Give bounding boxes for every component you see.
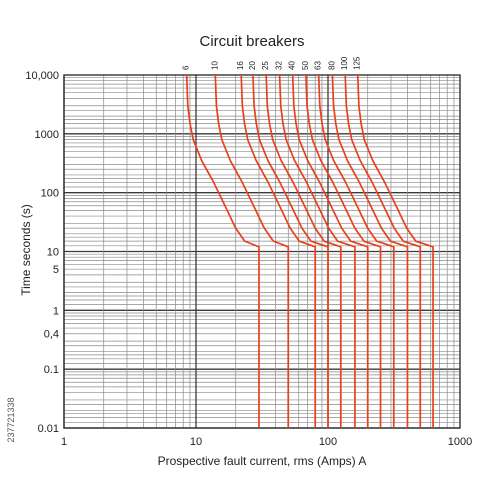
rating-label-40: 40 <box>288 61 297 70</box>
curve-40 <box>291 74 369 428</box>
curve-10 <box>214 74 290 428</box>
curve-80 <box>331 74 409 428</box>
rating-labels: 6 10 16 20 25 32 40 50 63 80 100 125 <box>182 56 362 70</box>
rating-label-32: 32 <box>275 61 284 70</box>
rating-label-25: 25 <box>261 61 270 70</box>
rating-label-10: 10 <box>210 61 219 70</box>
curve-6 <box>185 74 260 428</box>
plot-frame <box>63 74 461 429</box>
x-tick-label: 10 <box>190 436 202 448</box>
y-tick-label: 0.01 <box>38 423 59 435</box>
y-tick-label: 1000 <box>35 129 59 141</box>
curve-32 <box>278 74 356 428</box>
curve-100 <box>344 74 422 428</box>
curve-50 <box>305 74 382 428</box>
y-tick-label: 100 <box>41 188 59 200</box>
rating-label-63: 63 <box>314 61 323 70</box>
y-tick-label: 10 <box>47 247 59 259</box>
y-tick-label: 1 <box>53 305 59 317</box>
curve-63 <box>317 74 395 428</box>
rating-label-16: 16 <box>236 61 245 70</box>
curve-20 <box>252 74 329 428</box>
chart-title: Circuit breakers <box>199 33 304 50</box>
curve-25 <box>265 74 342 428</box>
y-axis-label: Time seconds (s) <box>19 204 33 296</box>
rating-label-100: 100 <box>340 56 349 70</box>
curve-125 <box>356 74 434 428</box>
curve-16 <box>240 74 317 428</box>
rating-label-20: 20 <box>248 61 257 70</box>
x-tick-label: 100 <box>319 436 337 448</box>
rating-label-50: 50 <box>301 61 310 70</box>
rating-label-80: 80 <box>327 61 336 70</box>
y-tick-label: 0.1 <box>44 364 59 376</box>
y-tick-label: 0,4 <box>44 329 59 341</box>
watermark-id: 237721338 <box>6 397 16 442</box>
rating-label-125: 125 <box>353 56 362 70</box>
grid <box>63 74 461 429</box>
curves <box>185 74 434 428</box>
x-tick-label: 1000 <box>448 436 472 448</box>
y-tick-labels: 10,000 1000 100 10 5 1 0,4 0.1 0.01 <box>25 70 59 435</box>
x-tick-labels: 1 10 100 1000 <box>61 436 472 448</box>
x-axis-label: Prospective fault current, rms (Amps) A <box>158 454 367 468</box>
y-tick-label: 10,000 <box>25 70 59 82</box>
x-tick-label: 1 <box>61 436 67 448</box>
rating-label-6: 6 <box>182 65 191 70</box>
y-tick-label: 5 <box>53 264 59 276</box>
